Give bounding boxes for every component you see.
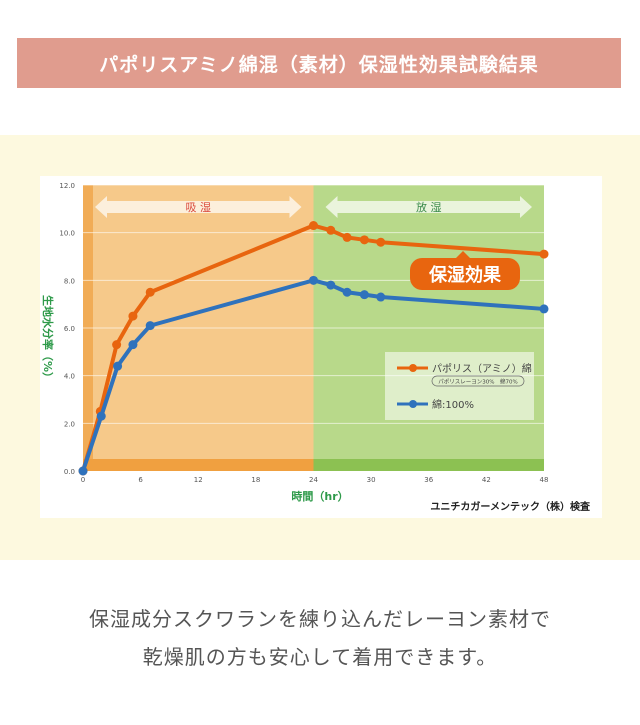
- y-tick-label: 12.0: [59, 182, 75, 190]
- phase-label: 吸 湿: [186, 201, 212, 214]
- x-tick-label: 48: [540, 476, 549, 484]
- legend-swatch-dot: [409, 400, 417, 408]
- phase-arrow: [95, 196, 302, 218]
- x-tick-label: 42: [482, 476, 491, 484]
- data-point: [326, 225, 336, 235]
- data-point: [113, 361, 123, 371]
- x-tick-label: 24: [309, 476, 318, 484]
- data-point: [128, 311, 138, 321]
- data-point: [145, 321, 155, 331]
- phase-floor: [83, 459, 314, 471]
- y-tick-label: 8.0: [64, 277, 75, 285]
- y-tick-label: 6.0: [64, 325, 75, 333]
- data-point: [376, 237, 386, 247]
- x-tick-label: 6: [138, 476, 143, 484]
- source-note: ユニチカガーメンテック（株）検査: [430, 500, 591, 513]
- data-point: [359, 235, 369, 245]
- data-point: [78, 466, 88, 476]
- legend-swatch-dot: [409, 364, 417, 372]
- annotation-label: 保湿効果: [428, 264, 502, 286]
- data-point: [539, 304, 549, 314]
- data-point: [145, 287, 155, 297]
- phase-arrow: [325, 196, 532, 218]
- data-point: [376, 292, 386, 302]
- data-point: [359, 290, 369, 300]
- data-point: [342, 232, 352, 242]
- data-point: [112, 340, 122, 350]
- page-title: パポリスアミノ綿混（素材）保湿性効果試験結果: [17, 38, 621, 88]
- y-tick-label: 0.0: [64, 468, 75, 476]
- caption-line-2: 乾燥肌の方も安心して着用できます。: [142, 645, 498, 669]
- phase-label: 放 湿: [416, 200, 442, 214]
- y-tick-label: 4.0: [64, 373, 75, 381]
- data-point: [326, 280, 336, 290]
- phase-floor: [313, 459, 544, 471]
- data-point: [96, 411, 106, 421]
- x-tick-label: 30: [367, 476, 376, 484]
- annotation-pointer: [455, 251, 471, 259]
- x-tick-label: 36: [424, 476, 433, 484]
- x-tick-label: 0: [81, 476, 85, 484]
- data-point: [342, 287, 352, 297]
- x-tick-label: 12: [194, 476, 203, 484]
- x-tick-label: 18: [251, 476, 260, 484]
- legend-label: パポリス（アミノ）綿: [432, 362, 532, 375]
- y-tick-label: 2.0: [64, 420, 75, 428]
- annotation-bubble: [410, 258, 520, 290]
- data-point: [309, 221, 318, 231]
- y-axis-label: 生地水分率（%）: [41, 295, 55, 383]
- y-tick-label: 10.0: [59, 230, 75, 238]
- data-point: [128, 340, 138, 350]
- caption-line-1: 保湿成分スクワランを練り込んだレーヨン素材で: [89, 607, 551, 631]
- x-axis-label: 時間（hr）: [291, 489, 348, 503]
- legend-label: 綿:100%: [432, 398, 474, 411]
- data-point: [309, 275, 318, 285]
- data-point: [539, 249, 549, 259]
- legend-sub-label: パポリスレーヨン30% 綿70%: [438, 378, 517, 386]
- legend-sub-outline: [431, 375, 525, 387]
